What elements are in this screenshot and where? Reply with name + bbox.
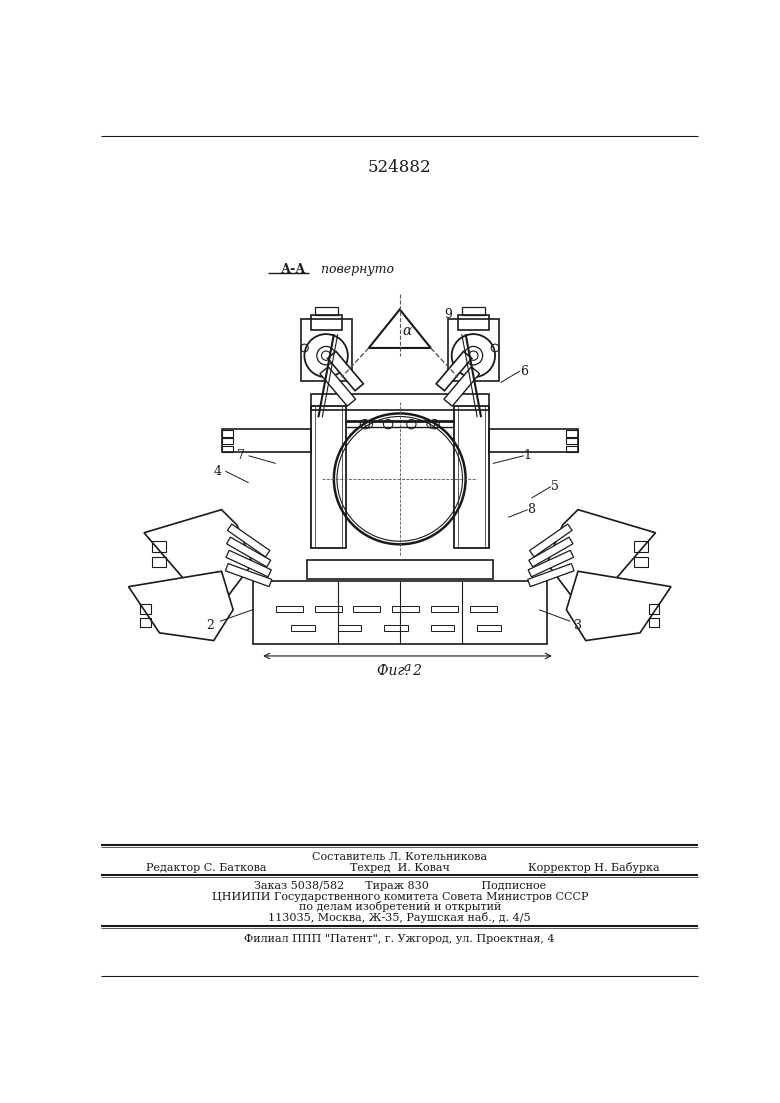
Polygon shape [566,571,671,641]
Bar [314,307,338,314]
Bar [566,430,578,437]
Bar [307,559,493,579]
Bar [462,307,485,314]
Bar [431,606,458,612]
Bar [300,319,352,381]
Polygon shape [528,550,573,577]
Polygon shape [369,310,431,347]
Polygon shape [226,537,271,567]
Bar [566,446,578,452]
Bar [470,606,497,612]
Text: Филиал ППП "Патент", г. Ужгород, ул. Проектная, 4: Филиал ППП "Патент", г. Ужгород, ул. Про… [244,934,555,944]
Bar [310,314,342,330]
Text: 5: 5 [551,480,558,493]
Bar [385,625,407,631]
Bar [648,604,659,613]
Polygon shape [225,564,271,587]
Polygon shape [547,510,655,595]
Text: 6: 6 [519,365,528,377]
Polygon shape [226,550,271,577]
Polygon shape [436,352,472,390]
Bar [222,429,310,452]
Polygon shape [144,510,253,595]
Bar [566,438,578,445]
Text: Фиг. 2: Фиг. 2 [378,664,422,678]
Bar [222,446,233,452]
Bar [648,618,659,628]
Bar [431,625,454,631]
Bar [634,542,647,552]
Bar [448,319,499,381]
Bar [392,606,419,612]
Bar [152,542,165,552]
Text: Составитель Л. Котельникова: Составитель Л. Котельникова [312,852,488,861]
Bar [291,625,314,631]
Polygon shape [227,524,270,557]
Text: ЦНИИПИ Государственного комитета Совета Министров СССР: ЦНИИПИ Государственного комитета Совета … [211,892,588,902]
Text: 2: 2 [206,619,214,632]
Polygon shape [328,352,363,390]
Bar [140,618,151,628]
Bar [140,604,151,613]
Text: a: a [404,661,411,674]
Text: Заказ 5038/582      Тираж 830               Подписное: Заказ 5038/582 Тираж 830 Подписное [254,881,546,891]
Bar [489,429,578,452]
Text: 4: 4 [214,464,222,478]
Polygon shape [129,571,233,641]
Polygon shape [528,564,574,587]
Polygon shape [530,524,573,557]
Polygon shape [320,367,356,406]
Text: 113035, Москва, Ж-35, Раушская наб., д. 4/5: 113035, Москва, Ж-35, Раушская наб., д. … [268,912,531,923]
Bar [454,406,489,548]
Text: Редактор С. Баткова: Редактор С. Баткова [146,863,266,872]
Text: α: α [402,324,412,338]
Bar [276,606,303,612]
Text: Корректор Н. Бабурка: Корректор Н. Бабурка [528,863,659,874]
Text: 3: 3 [574,619,582,632]
Text: 9: 9 [444,309,452,321]
Polygon shape [529,537,573,567]
Bar [222,430,233,437]
Text: 8: 8 [527,503,536,516]
Bar [253,580,547,644]
Bar [310,406,346,548]
Text: 524882: 524882 [368,159,431,175]
Bar [458,314,489,330]
Bar [477,625,501,631]
Bar [310,394,489,409]
Text: 7: 7 [237,449,245,462]
Bar [222,438,233,445]
Text: 1: 1 [523,449,532,462]
Bar [353,606,381,612]
Text: повернуто: повернуто [313,263,394,276]
Text: по делам изобретений и открытий: по делам изобретений и открытий [299,901,501,912]
Bar [314,606,342,612]
Polygon shape [444,367,480,406]
Text: А-А: А-А [281,263,307,276]
Bar [152,557,165,567]
Bar [338,625,361,631]
Bar [634,557,647,567]
Text: Техред  И. Ковач: Техред И. Ковач [349,863,450,872]
